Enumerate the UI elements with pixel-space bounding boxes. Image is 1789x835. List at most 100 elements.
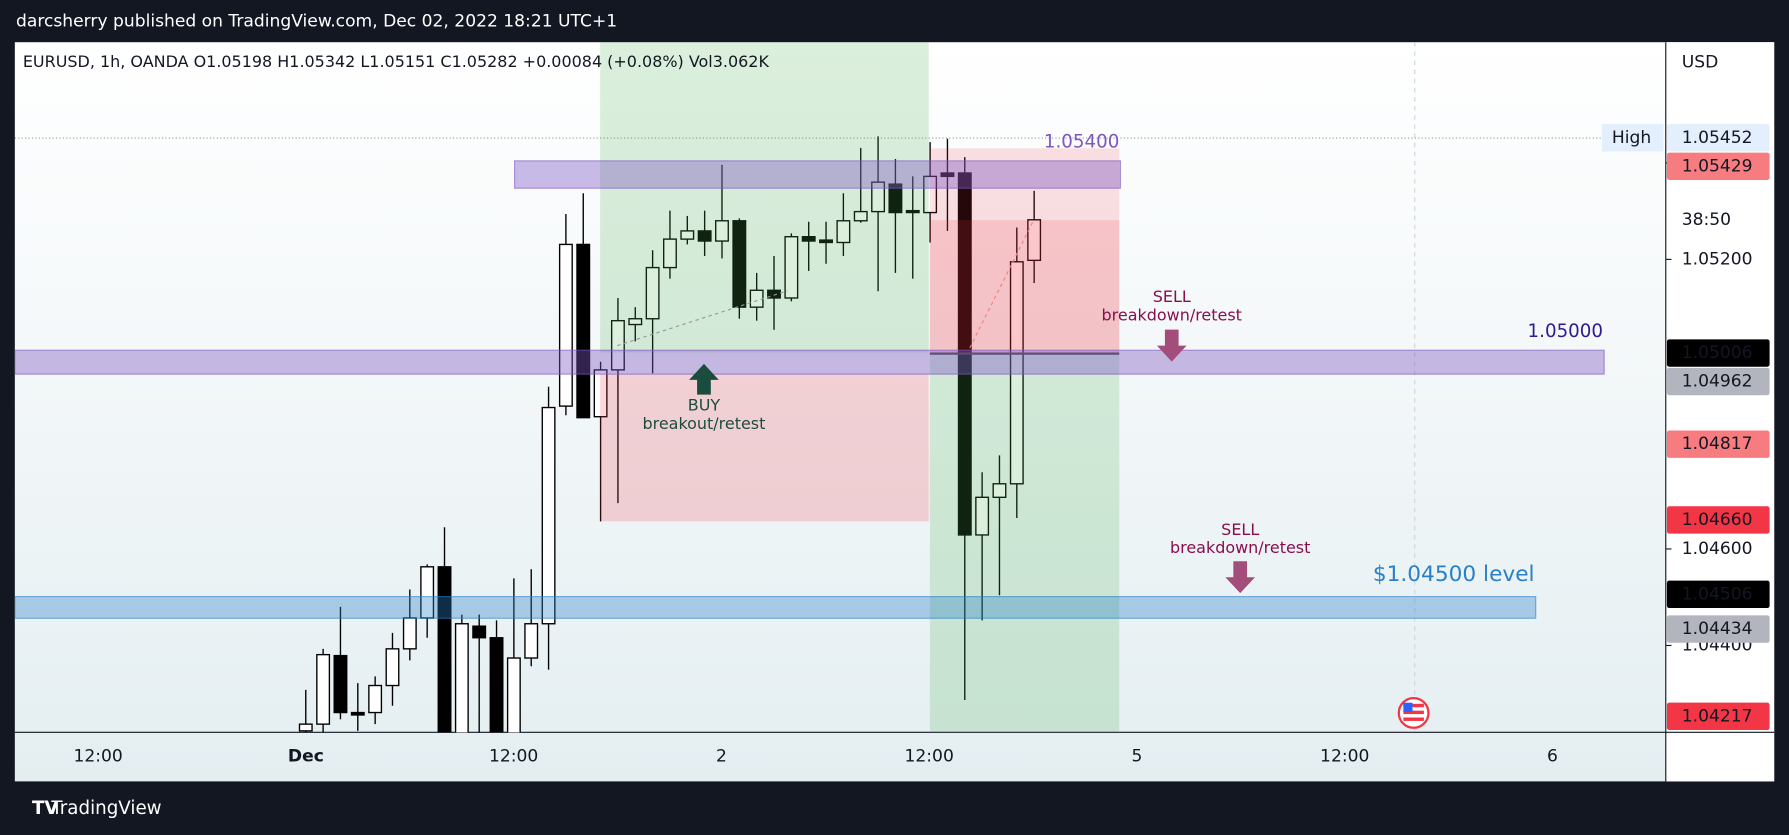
candle-body bbox=[975, 496, 990, 536]
y-tick-label: 1.05200 bbox=[1682, 249, 1753, 269]
price-badge-label: 1.05429 bbox=[1682, 156, 1753, 176]
price-badge-label: 1.05006 bbox=[1682, 343, 1753, 363]
footer-brand: TradingView bbox=[50, 798, 161, 819]
sell-arrow bbox=[1225, 561, 1256, 594]
annotation: breakdown/retest bbox=[1102, 305, 1242, 324]
annotation: BUY bbox=[688, 396, 721, 415]
price-badge bbox=[1666, 702, 1770, 731]
candle-body bbox=[697, 230, 712, 242]
candle-body bbox=[576, 243, 591, 419]
candle-body bbox=[472, 625, 487, 639]
candle-body bbox=[767, 289, 781, 299]
candle-body bbox=[333, 654, 348, 714]
price-badge bbox=[1666, 506, 1770, 534]
candle-body bbox=[628, 318, 643, 326]
annotation: breakout/retest bbox=[643, 414, 766, 433]
candle-body bbox=[437, 566, 452, 733]
price-badge bbox=[1666, 339, 1770, 367]
price-badge-label: 1.04962 bbox=[1682, 372, 1753, 392]
candle-body bbox=[645, 266, 660, 320]
candle-body bbox=[506, 657, 521, 733]
x-tick-label: 2 bbox=[716, 746, 727, 766]
y-axis-title: USD bbox=[1682, 53, 1719, 73]
candle-body bbox=[992, 483, 1007, 498]
x-tick-label: Dec bbox=[288, 746, 324, 766]
buy-arrow bbox=[689, 363, 719, 395]
long-target bbox=[600, 42, 929, 353]
short-target bbox=[929, 353, 1120, 733]
annotation: $1.04500 level bbox=[1373, 562, 1535, 587]
annotation: 1.05400 bbox=[1044, 132, 1119, 153]
x-tick-label: 6 bbox=[1547, 746, 1558, 766]
candle-body bbox=[888, 183, 903, 214]
candle-body bbox=[541, 406, 556, 625]
candle-body bbox=[853, 210, 868, 222]
annotation: breakdown/retest bbox=[1170, 538, 1310, 557]
candle-body bbox=[836, 220, 851, 244]
x-tick-label: 12:00 bbox=[1320, 746, 1369, 766]
candle-body bbox=[905, 209, 920, 214]
position-path bbox=[617, 290, 788, 347]
candle-body bbox=[558, 243, 573, 407]
price-badge-label: 1.04660 bbox=[1682, 510, 1753, 530]
candle-body bbox=[871, 181, 886, 213]
candle-body bbox=[923, 175, 938, 214]
candles bbox=[298, 136, 1042, 733]
candle-body bbox=[819, 239, 834, 244]
logo-mark: TV bbox=[32, 798, 59, 819]
position-path bbox=[969, 222, 1034, 349]
candle-body bbox=[385, 648, 400, 687]
countdown: 38:50 bbox=[1682, 210, 1731, 230]
axes: 1.054001.052001.046001.0440012:00Dec12:0… bbox=[73, 124, 1770, 766]
candle-body bbox=[1027, 219, 1042, 262]
annotation: 1.05000 bbox=[1528, 321, 1603, 342]
candle-body bbox=[1009, 261, 1024, 485]
level-zone bbox=[14, 596, 1537, 619]
x-tick-label: 12:00 bbox=[73, 746, 122, 766]
price-tag bbox=[1601, 124, 1664, 152]
price-badge bbox=[1666, 430, 1770, 458]
price-badge-label: 1.05452 bbox=[1682, 128, 1753, 148]
annotation: SELL bbox=[1221, 520, 1259, 539]
candle-body bbox=[801, 236, 816, 242]
resistance-zone bbox=[513, 160, 1121, 189]
symbol-legend: EURUSD, 1h, OANDA O1.05198 H1.05342 L1.0… bbox=[23, 52, 770, 71]
price-badge bbox=[1666, 124, 1770, 152]
price-badge-label: 1.04506 bbox=[1682, 584, 1753, 604]
long-stop bbox=[600, 374, 929, 522]
candle-body bbox=[298, 723, 313, 732]
candle-body bbox=[940, 172, 955, 178]
short-stop bbox=[929, 220, 1120, 354]
price-badge bbox=[1666, 367, 1770, 396]
candle-body bbox=[593, 369, 608, 418]
candle-body bbox=[316, 653, 331, 725]
candle-body bbox=[402, 617, 417, 650]
price-badge bbox=[1666, 615, 1770, 643]
y-tick-label: 1.04600 bbox=[1682, 539, 1753, 559]
candle-body bbox=[368, 684, 383, 714]
price-badge-label: 1.04434 bbox=[1682, 619, 1753, 639]
published: darcsherry published on TradingView.com,… bbox=[16, 12, 617, 32]
candle-body bbox=[680, 230, 695, 240]
candle-body bbox=[784, 236, 799, 299]
candle-body bbox=[663, 238, 677, 269]
countdown-badge bbox=[1666, 206, 1770, 234]
support-zone bbox=[14, 349, 1605, 375]
x-tick-label: 12:00 bbox=[489, 746, 538, 766]
annotation: SELL bbox=[1153, 287, 1191, 306]
plot bbox=[14, 42, 1666, 733]
chart-panel bbox=[14, 42, 1775, 782]
price-badge-label: 1.04817 bbox=[1682, 434, 1753, 454]
candle-body bbox=[454, 623, 469, 733]
candle-body bbox=[732, 220, 747, 308]
price-tag-label: High bbox=[1612, 128, 1651, 148]
candle-body bbox=[524, 623, 539, 659]
price-badge bbox=[1666, 580, 1770, 608]
price-badge bbox=[1666, 152, 1770, 180]
short-stop bbox=[929, 148, 1120, 354]
x-tick-label: 12:00 bbox=[905, 746, 954, 766]
candle-body bbox=[350, 711, 365, 716]
event-icon bbox=[1397, 696, 1430, 729]
